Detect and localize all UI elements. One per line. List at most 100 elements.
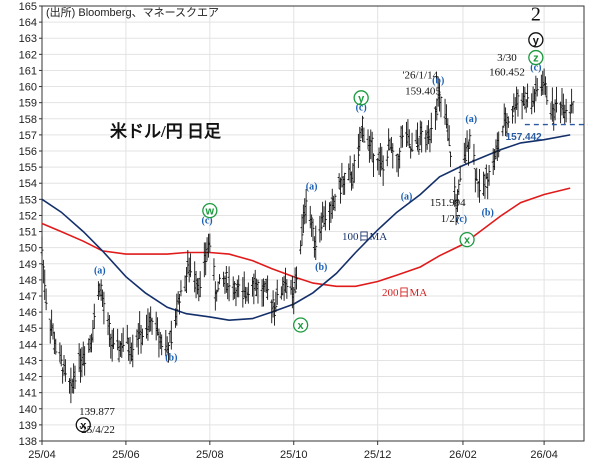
annotations-group: (a)(b)(c)(a)(b)(c)(a)(b)(c)(a)(b)(c)wyxx… bbox=[75, 4, 544, 436]
y-tick-label: 158 bbox=[19, 114, 37, 126]
price-bar bbox=[285, 279, 289, 299]
x-tick-label: 25/10 bbox=[280, 449, 308, 461]
price-bar bbox=[304, 189, 308, 224]
wave-circle-ring bbox=[202, 202, 218, 219]
wave-circle-black: y bbox=[528, 32, 544, 48]
y-tick-label: 146 bbox=[19, 307, 37, 319]
wave-circle-letter: y bbox=[533, 35, 540, 47]
price-bar bbox=[102, 291, 106, 325]
y-tick-label: 157 bbox=[19, 130, 37, 142]
wave-circle-ring bbox=[528, 32, 544, 48]
price-bar bbox=[497, 131, 501, 158]
price-bar bbox=[121, 327, 125, 352]
price-bar bbox=[457, 179, 461, 196]
chart-title: 米ドル/円 日足 bbox=[110, 121, 221, 141]
wave-circle-letter: w bbox=[205, 206, 215, 218]
price-bar bbox=[319, 212, 323, 241]
price-bar bbox=[204, 242, 208, 276]
ma100-line bbox=[41, 134, 571, 322]
y-tick-label: 140 bbox=[19, 404, 37, 416]
wave-circle-black: x bbox=[75, 417, 91, 433]
wave-circle-ring bbox=[353, 90, 369, 106]
wave-circle-ring bbox=[528, 49, 544, 66]
y-tick-label: 155 bbox=[19, 162, 37, 174]
price-bar bbox=[506, 116, 510, 128]
price-bar bbox=[385, 150, 389, 167]
price-value-label: 157.442 bbox=[506, 132, 543, 143]
price-bar bbox=[175, 293, 179, 326]
price-note: 139.877 bbox=[79, 406, 115, 418]
x-tick-label: 25/12 bbox=[364, 449, 392, 461]
wave-circle-letter: y bbox=[358, 93, 365, 105]
wave-label: (b) bbox=[432, 75, 444, 86]
price-bar bbox=[215, 289, 219, 302]
y-tick-label: 159 bbox=[19, 98, 37, 110]
price-bar bbox=[275, 279, 279, 305]
wave-label: (c) bbox=[530, 62, 541, 73]
price-note: '25/4/22 bbox=[79, 424, 115, 436]
wave-circle-ring bbox=[459, 231, 475, 248]
y-tick-label: 151 bbox=[19, 227, 37, 239]
price-bar bbox=[83, 346, 87, 376]
y-tick-label: 141 bbox=[19, 388, 37, 400]
wave-label: (a) bbox=[401, 191, 413, 202]
price-bar bbox=[160, 334, 164, 356]
wave-circle-letter: x bbox=[298, 320, 305, 332]
price-bar bbox=[449, 151, 453, 168]
x-axis: 25/04 25/06 25/08 25/10 25/12 26/02 26/04 bbox=[28, 6, 558, 461]
price-bar bbox=[475, 167, 479, 182]
price-bar bbox=[217, 274, 221, 285]
price-bar bbox=[472, 143, 476, 165]
price-bar bbox=[362, 127, 366, 143]
price-bar bbox=[150, 317, 154, 335]
price-bar bbox=[272, 302, 276, 326]
price-bar bbox=[41, 259, 45, 284]
price-bar bbox=[477, 168, 481, 203]
price-note: 151.994 bbox=[430, 197, 466, 209]
price-bar bbox=[356, 133, 360, 169]
price-bar bbox=[523, 87, 527, 110]
price-bar bbox=[167, 342, 171, 363]
price-bar bbox=[468, 129, 472, 149]
price-bar bbox=[256, 279, 260, 304]
price-bar bbox=[266, 275, 270, 300]
price-bar bbox=[274, 291, 278, 313]
wave-label: (a) bbox=[94, 265, 106, 276]
price-bar bbox=[407, 129, 411, 149]
price-bar bbox=[323, 200, 327, 231]
y-tick-label: 142 bbox=[19, 372, 37, 384]
price-bar bbox=[233, 281, 237, 299]
wave-circle-green: x bbox=[459, 231, 475, 248]
y-axis: 138 139 140 141 142 143 144 145 146 147 148 149 150 1… bbox=[19, 1, 584, 448]
y-tick-label: 161 bbox=[19, 65, 37, 77]
y-tick-label: 145 bbox=[19, 323, 37, 335]
price-bar bbox=[271, 290, 275, 318]
price-bar bbox=[526, 83, 530, 108]
price-bar bbox=[237, 275, 241, 298]
wave-circle-green: z bbox=[528, 49, 544, 66]
price-bar bbox=[99, 279, 103, 301]
degree-label: 2 bbox=[531, 4, 541, 26]
price-bar bbox=[224, 265, 228, 293]
price-bar bbox=[545, 85, 549, 105]
price-bar bbox=[391, 143, 395, 169]
price-bar bbox=[300, 214, 304, 246]
price-note: 1/27 bbox=[441, 213, 461, 225]
price-bar bbox=[352, 154, 356, 183]
wave-label: (c) bbox=[356, 103, 367, 114]
price-bar bbox=[294, 266, 298, 290]
wave-label: (c) bbox=[456, 214, 467, 225]
price-bar bbox=[227, 266, 231, 302]
x-tick-label: 25/06 bbox=[112, 449, 140, 461]
price-bar bbox=[44, 288, 48, 311]
price-note: 3/30 bbox=[497, 52, 517, 64]
price-bar bbox=[417, 137, 421, 155]
price-bar bbox=[131, 334, 135, 368]
price-bar bbox=[466, 141, 470, 166]
price-bar bbox=[339, 177, 343, 204]
y-tick-label: 154 bbox=[19, 178, 37, 190]
x-tick-label: 26/04 bbox=[530, 449, 558, 461]
y-tick-label: 162 bbox=[19, 49, 37, 61]
wave-circle-green: w bbox=[202, 202, 218, 219]
